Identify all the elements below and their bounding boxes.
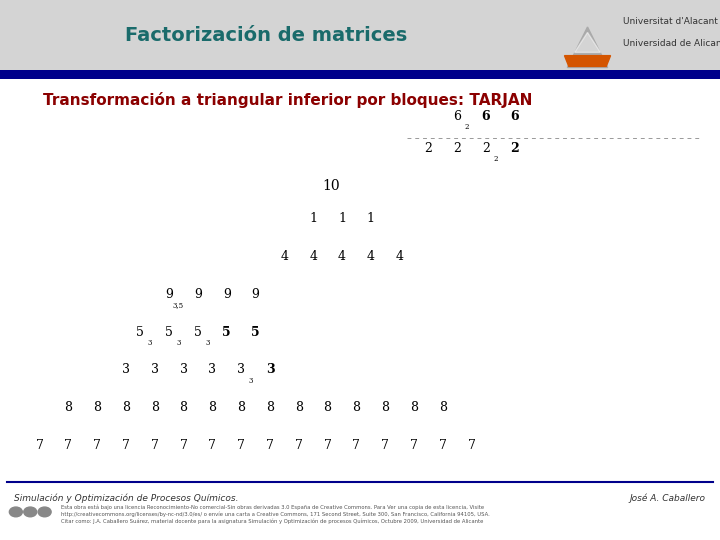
Text: 3: 3 bbox=[208, 363, 217, 376]
Text: 1: 1 bbox=[309, 212, 318, 225]
Text: 1: 1 bbox=[366, 212, 375, 225]
Text: 3: 3 bbox=[237, 363, 246, 376]
Text: 8: 8 bbox=[208, 401, 217, 414]
Text: 8: 8 bbox=[64, 401, 73, 414]
Text: 7: 7 bbox=[65, 439, 72, 452]
Text: 4: 4 bbox=[309, 250, 318, 263]
Text: 3: 3 bbox=[122, 363, 130, 376]
Text: Simulación y Optimización de Procesos Químicos.: Simulación y Optimización de Procesos Qu… bbox=[14, 493, 239, 503]
Text: 8: 8 bbox=[410, 401, 418, 414]
FancyBboxPatch shape bbox=[0, 70, 720, 79]
Text: 7: 7 bbox=[295, 439, 302, 452]
Text: 3: 3 bbox=[266, 363, 274, 376]
Text: 3: 3 bbox=[179, 363, 188, 376]
Text: 7: 7 bbox=[382, 439, 389, 452]
Text: 7: 7 bbox=[180, 439, 187, 452]
Text: 4: 4 bbox=[338, 250, 346, 263]
Text: 5: 5 bbox=[222, 326, 231, 339]
Text: 8: 8 bbox=[323, 401, 332, 414]
Text: 8: 8 bbox=[438, 401, 447, 414]
Text: 5: 5 bbox=[166, 326, 173, 339]
Text: 9: 9 bbox=[166, 288, 173, 301]
Text: 6: 6 bbox=[510, 110, 519, 123]
Text: 5: 5 bbox=[251, 326, 260, 339]
Text: 3: 3 bbox=[148, 339, 152, 347]
FancyBboxPatch shape bbox=[0, 0, 720, 70]
Text: 8: 8 bbox=[294, 401, 303, 414]
Text: 7: 7 bbox=[410, 439, 418, 452]
Text: 8: 8 bbox=[150, 401, 159, 414]
Text: 8: 8 bbox=[237, 401, 246, 414]
Polygon shape bbox=[575, 32, 600, 52]
Text: 3: 3 bbox=[205, 339, 210, 347]
Text: 2: 2 bbox=[464, 123, 469, 131]
Text: 9: 9 bbox=[194, 288, 202, 301]
Text: 2: 2 bbox=[493, 156, 498, 163]
Text: 8: 8 bbox=[352, 401, 361, 414]
Text: 7: 7 bbox=[238, 439, 245, 452]
Text: 1: 1 bbox=[338, 212, 346, 225]
Text: Transformación a triangular inferior por bloques: TARJAN: Transformación a triangular inferior por… bbox=[43, 92, 533, 108]
Text: 3: 3 bbox=[248, 377, 253, 384]
Circle shape bbox=[38, 507, 51, 517]
Text: 8: 8 bbox=[266, 401, 274, 414]
Text: Universidad de Alicante: Universidad de Alicante bbox=[623, 39, 720, 48]
Text: 9: 9 bbox=[223, 288, 230, 301]
Text: 7: 7 bbox=[468, 439, 475, 452]
Text: 4: 4 bbox=[395, 250, 404, 263]
Text: 7: 7 bbox=[94, 439, 101, 452]
Text: 6: 6 bbox=[482, 110, 490, 123]
Text: 2: 2 bbox=[482, 142, 490, 155]
Text: 2: 2 bbox=[510, 142, 519, 155]
Text: 2: 2 bbox=[454, 142, 461, 155]
Text: 7: 7 bbox=[353, 439, 360, 452]
Text: 9: 9 bbox=[252, 288, 259, 301]
Text: 3,5: 3,5 bbox=[173, 301, 184, 309]
Text: José A. Caballero: José A. Caballero bbox=[629, 493, 706, 503]
Text: 5: 5 bbox=[137, 326, 144, 339]
Text: 5: 5 bbox=[194, 326, 202, 339]
Circle shape bbox=[9, 507, 22, 517]
Text: 7: 7 bbox=[439, 439, 446, 452]
Text: 7: 7 bbox=[324, 439, 331, 452]
Text: 7: 7 bbox=[266, 439, 274, 452]
Text: 7: 7 bbox=[151, 439, 158, 452]
Text: 4: 4 bbox=[366, 250, 375, 263]
Text: 8: 8 bbox=[122, 401, 130, 414]
Polygon shape bbox=[564, 56, 611, 66]
Polygon shape bbox=[567, 27, 608, 68]
Text: Factorización de matrices: Factorización de matrices bbox=[125, 25, 408, 45]
Text: 6: 6 bbox=[453, 110, 462, 123]
Text: 8: 8 bbox=[381, 401, 390, 414]
Text: 3: 3 bbox=[150, 363, 159, 376]
Text: Universitat d'Alacant: Universitat d'Alacant bbox=[623, 17, 718, 26]
Text: 7: 7 bbox=[122, 439, 130, 452]
Text: 8: 8 bbox=[93, 401, 102, 414]
Text: 8: 8 bbox=[179, 401, 188, 414]
Text: 2: 2 bbox=[425, 142, 432, 155]
Circle shape bbox=[24, 507, 37, 517]
Text: 10: 10 bbox=[323, 179, 340, 193]
Text: 7: 7 bbox=[36, 439, 43, 452]
Text: Esta obra está bajo una licencia Reconocimiento-No comercial-Sin obras derivadas: Esta obra está bajo una licencia Reconoc… bbox=[61, 504, 490, 524]
Text: 3: 3 bbox=[176, 339, 181, 347]
Text: 4: 4 bbox=[280, 250, 289, 263]
Text: 7: 7 bbox=[209, 439, 216, 452]
